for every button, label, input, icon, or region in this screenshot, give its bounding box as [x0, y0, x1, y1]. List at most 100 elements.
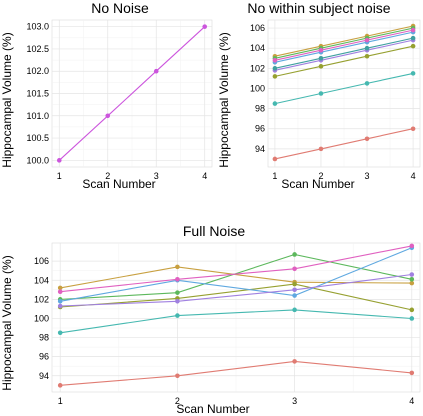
data-point — [175, 264, 180, 270]
x-tick-label: 4 — [411, 171, 416, 181]
x-axis-label-full-noise: Scan Number — [176, 402, 249, 416]
data-point — [364, 37, 370, 43]
data-point — [272, 74, 278, 79]
y-tick-label: 102 — [250, 63, 265, 73]
y-tick-label: 101.0 — [26, 111, 49, 121]
x-tick-label: 1 — [272, 171, 277, 181]
x-tick-label: 2 — [105, 171, 110, 181]
data-point — [153, 68, 159, 74]
data-point — [409, 272, 415, 277]
series-5 — [57, 307, 415, 336]
data-point — [292, 287, 297, 293]
y-tick-label: 102 — [34, 294, 49, 304]
data-point — [105, 113, 111, 119]
data-point — [410, 35, 416, 41]
y-tick-label: 100 — [250, 83, 265, 93]
series-3 — [272, 43, 416, 79]
series-7 — [57, 272, 415, 309]
series-1 — [57, 359, 415, 388]
data-point — [364, 53, 370, 59]
series-1 — [272, 126, 416, 162]
x-tick-label: 3 — [365, 171, 370, 181]
data-point — [202, 24, 208, 29]
data-point — [175, 290, 180, 295]
data-point — [292, 252, 297, 257]
data-point — [409, 243, 415, 249]
data-point — [57, 285, 63, 291]
data-point — [175, 276, 180, 282]
x-tick-label: 1 — [58, 396, 63, 406]
y-tick-label: 104 — [250, 43, 265, 53]
data-point — [57, 289, 63, 295]
series-8 — [272, 27, 416, 63]
series-line — [60, 360, 412, 386]
y-tick-label: 100.0 — [26, 155, 49, 165]
data-point — [410, 27, 416, 33]
x-axis-label-no-noise: Scan Number — [82, 177, 155, 191]
y-tick-label: 106 — [250, 23, 265, 33]
data-point — [292, 266, 297, 272]
y-tick-label: 98 — [39, 333, 49, 343]
series-line — [274, 31, 414, 63]
data-point — [57, 298, 63, 304]
series-line — [274, 27, 414, 59]
data-point — [409, 280, 415, 286]
series-line — [274, 37, 414, 69]
series-line — [274, 45, 414, 77]
y-axis-label-no-within-subject-noise: Hippocampal Volume (%) — [217, 32, 231, 167]
y-tick-label: 96 — [255, 124, 265, 134]
y-tick-label: 102.5 — [26, 44, 49, 54]
data-point — [292, 359, 297, 364]
y-tick-label: 94 — [39, 371, 49, 381]
series-line — [274, 128, 414, 160]
data-point — [318, 64, 324, 69]
chart-title-full-noise: Full Noise — [183, 223, 245, 239]
series-line — [58, 26, 206, 161]
data-point — [175, 313, 180, 318]
data-point — [318, 47, 324, 53]
data-point — [410, 126, 416, 132]
x-tick-label: 2 — [318, 171, 323, 181]
data-point — [364, 81, 370, 86]
y-tick-label: 100.5 — [26, 133, 49, 143]
data-point — [318, 146, 324, 152]
x-tick-label: 3 — [154, 171, 159, 181]
panel-no-noise: 1 2 3 4100.0100.5101.0101.5102.0102.5103.0 … — [0, 0, 213, 191]
data-point — [272, 66, 278, 71]
y-tick-label: 104 — [34, 275, 49, 285]
panel-no-within-subject-noise: 1 2 3 4 94 96 98 100 102 104 106 No within subject… — [217, 0, 421, 191]
data-point — [409, 316, 415, 321]
chart-title-no-noise: No Noise — [91, 0, 149, 16]
series-line — [60, 273, 412, 307]
plot-area-full-noise: 1 2 3 4 94 96 98 100 102 104 106 — [34, 242, 421, 406]
y-tick-label: 98 — [255, 104, 265, 114]
y-tick-label: 106 — [34, 256, 49, 266]
series-line — [274, 39, 414, 71]
data-point — [57, 303, 63, 309]
x-tick-label: 3 — [292, 396, 297, 406]
y-axis-label-no-noise: Hippocampal Volume (%) — [0, 32, 14, 167]
data-point — [318, 91, 324, 96]
panel-full-noise: 1 2 3 4 94 96 98 100 102 104 106 Full Noise Scan N… — [0, 223, 421, 416]
series-line — [60, 283, 412, 311]
series-1 — [56, 24, 208, 163]
x-tick-label: 1 — [57, 171, 62, 181]
series-line — [274, 29, 414, 61]
x-axis-label-no-within-subject-noise: Scan Number — [281, 177, 354, 191]
data-point — [409, 276, 415, 282]
data-point — [272, 156, 278, 162]
series-5 — [272, 71, 416, 106]
data-point — [364, 45, 370, 51]
data-point — [175, 373, 180, 379]
series-line — [60, 245, 412, 293]
series-line — [274, 25, 414, 57]
data-point — [292, 293, 297, 298]
data-point — [318, 55, 324, 61]
x-tick-label: 4 — [409, 396, 414, 406]
data-point — [272, 57, 278, 63]
data-point — [272, 101, 278, 106]
series-9 — [272, 35, 416, 71]
series-line — [60, 247, 413, 302]
y-axis-label-full-noise: Hippocampal Volume (%) — [0, 255, 14, 390]
series-line — [274, 72, 414, 105]
